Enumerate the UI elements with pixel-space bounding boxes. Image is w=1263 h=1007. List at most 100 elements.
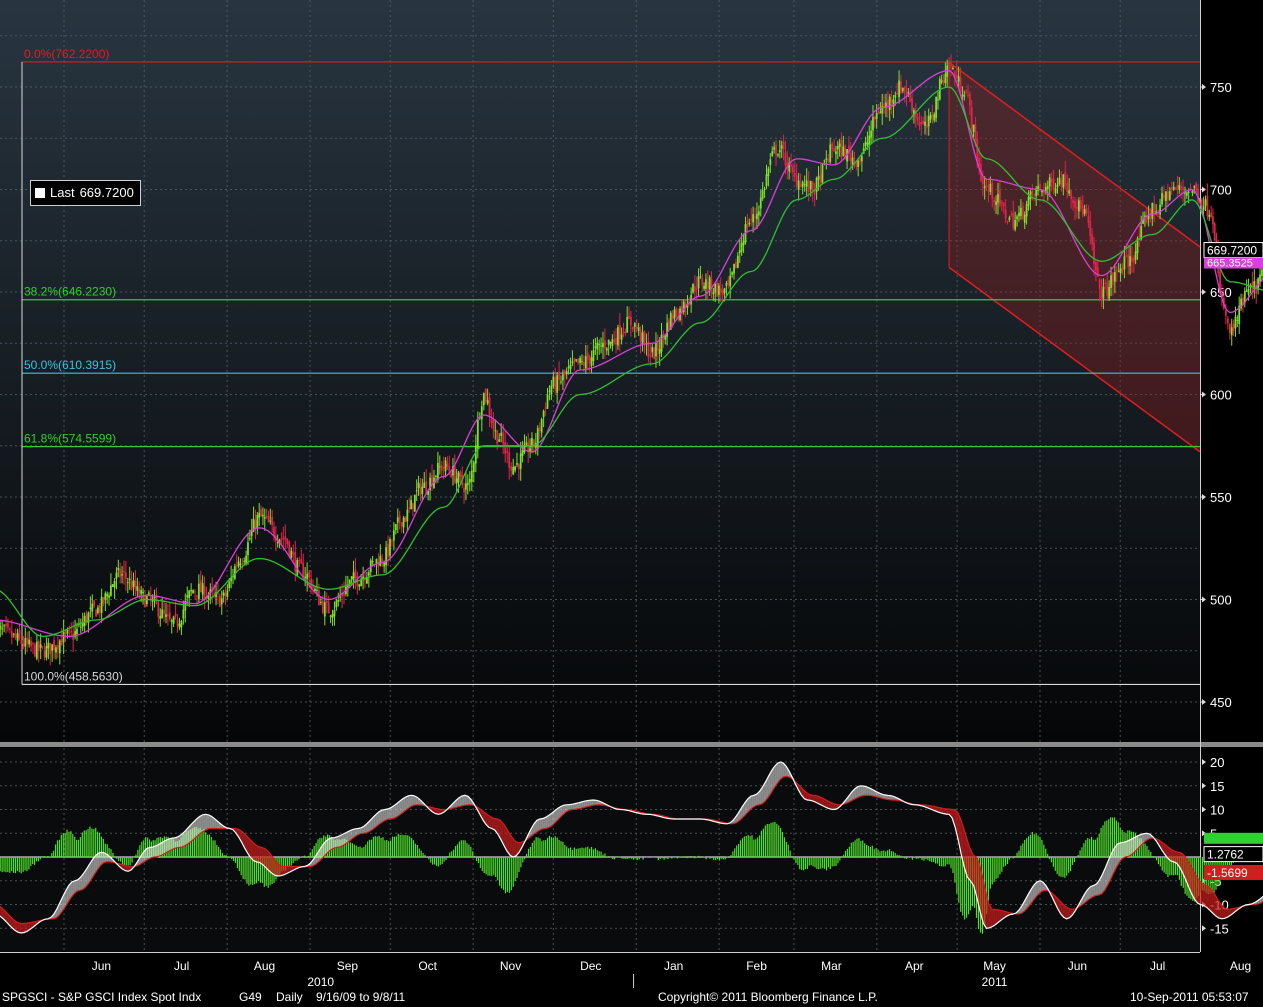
macd-ribbon-segment — [755, 793, 758, 806]
macd-ribbon-segment — [430, 807, 433, 813]
macd-ribbon-segment — [1198, 878, 1201, 905]
candle-body — [167, 614, 169, 616]
candle-body — [1115, 269, 1118, 271]
macd-ribbon-segment — [327, 838, 330, 854]
macd-ribbon-segment — [207, 814, 210, 830]
candle-body — [32, 643, 34, 645]
macd-ribbon-segment — [1089, 885, 1092, 900]
macd-ribbon-segment — [194, 819, 197, 839]
macd-ribbon-segment — [937, 807, 940, 813]
fib-label: 100.0%(458.5630) — [24, 669, 123, 683]
candle-body — [62, 631, 65, 643]
candle-body — [72, 633, 75, 640]
macd-line — [0, 761, 1263, 934]
macd-ribbon-segment — [1133, 836, 1136, 854]
candle-body — [916, 117, 919, 121]
candle-body — [777, 154, 779, 156]
macd-ribbon-segment — [587, 800, 590, 807]
macd-ribbon-segment — [964, 830, 967, 875]
candle-body — [58, 640, 61, 654]
candle-body — [459, 471, 462, 477]
candle-body — [736, 255, 739, 268]
macd-ribbon-segment — [470, 799, 473, 805]
candle-body — [911, 98, 913, 112]
candle-body — [1121, 269, 1124, 271]
x-month-label: Jul — [174, 959, 189, 973]
candle-body — [12, 633, 15, 635]
candle-body — [991, 182, 994, 199]
candle-body — [924, 121, 926, 126]
candle-body — [782, 141, 785, 150]
candle-body — [842, 146, 845, 156]
candle-body — [1185, 192, 1188, 196]
candle-body — [256, 514, 259, 528]
candle-body — [1077, 200, 1080, 212]
candle-body — [337, 600, 340, 602]
macd-ribbon-segment — [252, 841, 255, 862]
candle-body — [653, 347, 656, 360]
macd-ribbon-segment — [359, 827, 362, 835]
candle-body — [292, 552, 295, 555]
candle-body — [1200, 199, 1203, 207]
macd-ribbon-segment — [1068, 908, 1071, 919]
candle-body — [383, 562, 386, 567]
macd-ribbon-segment — [954, 809, 957, 835]
candle-body — [575, 359, 578, 361]
candle-body — [233, 566, 236, 579]
macd-ribbon-segment — [81, 872, 85, 890]
candle-body — [413, 494, 416, 512]
macd-ribbon-segment — [1205, 885, 1209, 909]
macd-ribbon-segment — [104, 853, 108, 863]
candle-body — [346, 585, 349, 588]
candle-body — [797, 180, 800, 190]
candle-body — [974, 124, 977, 142]
macd-ribbon-segment — [495, 818, 498, 834]
candle-body — [341, 592, 343, 597]
macd-ribbon-segment — [962, 823, 965, 869]
candle-body — [1129, 256, 1131, 267]
macd-ribbon-segment — [573, 803, 577, 810]
macd-ribbon-segment — [1223, 907, 1226, 919]
macd-ribbon-segment — [288, 866, 292, 873]
macd-ribbon-segment — [512, 838, 516, 857]
macd-ribbon-segment — [336, 836, 340, 848]
candle-body — [412, 503, 414, 509]
candle-body — [778, 150, 781, 153]
macd-ribbon-segment — [415, 796, 418, 805]
candle-body — [366, 576, 368, 584]
candle-body — [817, 176, 820, 180]
macd-y-tick-arrow — [1202, 759, 1206, 765]
candle-body — [1079, 200, 1082, 209]
macd-ribbon-segment — [780, 762, 783, 780]
candle-body — [506, 451, 509, 453]
candle-body — [45, 646, 48, 658]
macd-ribbon-segment — [11, 917, 14, 930]
macd-ribbon-segment — [256, 845, 259, 863]
macd-ribbon-segment — [246, 835, 249, 856]
macd-ribbon-segment — [981, 873, 985, 927]
macd-ribbon-segment — [238, 829, 242, 842]
candle-body — [308, 571, 311, 578]
macd-ribbon-segment — [1022, 900, 1025, 913]
macd-ribbon-segment — [83, 869, 87, 889]
candle-body — [290, 550, 293, 558]
candle-body — [1144, 215, 1146, 217]
candle-body — [840, 139, 843, 158]
candle-body — [425, 481, 428, 493]
macd-ribbon-segment — [378, 810, 382, 825]
candle-body — [26, 637, 29, 644]
macd-tag: 1.2762 — [1207, 848, 1244, 862]
macd-ribbon-segment — [1001, 910, 1004, 920]
macd-ribbon-segment — [537, 819, 540, 832]
candle-body — [959, 77, 962, 93]
candle-body — [886, 100, 889, 107]
macd-ribbon-segment — [259, 847, 263, 865]
y-tick-arrow — [1202, 289, 1206, 295]
candle-body — [673, 309, 676, 319]
macd-ribbon-segment — [579, 801, 582, 809]
macd-ribbon-segment — [145, 848, 148, 862]
macd-ribbon-segment — [120, 864, 123, 870]
macd-ribbon-segment — [491, 817, 494, 830]
macd-ribbon-segment — [285, 866, 288, 875]
